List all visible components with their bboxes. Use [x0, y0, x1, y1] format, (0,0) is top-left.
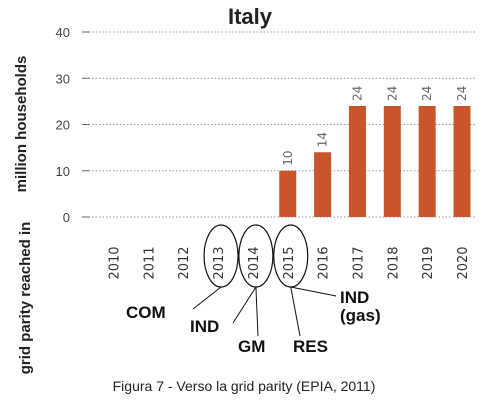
- annotation-sublabel: (gas): [340, 306, 381, 325]
- x-tick-label-2014: 2014: [247, 246, 262, 279]
- data-label-2016: 14: [316, 132, 330, 147]
- bar-2015: [279, 170, 297, 217]
- bar-2016: [314, 152, 332, 217]
- x-axis-label: grid parity reached in: [17, 222, 34, 375]
- gridlines: [92, 31, 476, 218]
- data-label-2018: 24: [385, 86, 399, 101]
- x-tick-label-2019: 2019: [421, 246, 436, 279]
- x-tick-label-2020: 2020: [456, 246, 471, 279]
- figure-caption: Figura 7 - Verso la grid parity (EPIA, 2…: [112, 378, 376, 394]
- x-tick-label-2012: 2012: [177, 246, 192, 279]
- data-label-2017: 24: [350, 86, 364, 101]
- x-tick-label-2017: 2017: [351, 246, 366, 279]
- x-tick-label-2011: 2011: [142, 246, 157, 279]
- y-tick-label: 40: [56, 25, 70, 40]
- bar-2020: [453, 106, 471, 217]
- x-tick-label-2010: 2010: [108, 246, 123, 279]
- annotation-label: IND: [190, 317, 219, 336]
- bars: [279, 106, 471, 217]
- y-tick-label: 20: [56, 118, 70, 133]
- bar-2017: [348, 106, 366, 217]
- y-tick-label: 0: [63, 210, 70, 225]
- x-axis-ticks: 2010 2011 2012 2013 2014 2015 2016 2017 2018 2019…: [108, 246, 472, 279]
- y-axis-label: million households: [13, 56, 30, 193]
- y-tick-label: 30: [56, 71, 70, 86]
- data-labels: 10 14 24 24 24 24: [281, 86, 469, 166]
- annotation-leader: [192, 286, 222, 310]
- x-tick-label-2018: 2018: [386, 246, 401, 279]
- x-tick-label-2013: 2013: [212, 246, 227, 279]
- annotation-label: IND: [340, 288, 369, 307]
- annotation-leader: [290, 286, 337, 297]
- y-axis-ticks: 0 10 20 30 40: [56, 25, 90, 225]
- x-tick-label-2016: 2016: [317, 246, 332, 279]
- bar-2018: [383, 106, 401, 217]
- annotation-label: RES: [293, 337, 328, 356]
- annotation-label: COM: [126, 303, 166, 322]
- data-label-2019: 24: [420, 86, 434, 101]
- data-label-2020: 24: [455, 86, 469, 101]
- data-label-2015: 10: [281, 150, 295, 165]
- x-tick-label-2015: 2015: [282, 246, 297, 279]
- annotation-leader: [290, 286, 301, 337]
- annotation-leader: [232, 286, 257, 324]
- annotation-label: GM: [238, 337, 265, 356]
- bar-2019: [418, 106, 436, 217]
- chart-title: Italy: [228, 4, 273, 29]
- y-tick-label: 10: [56, 164, 70, 179]
- annotation-leader: [255, 286, 259, 337]
